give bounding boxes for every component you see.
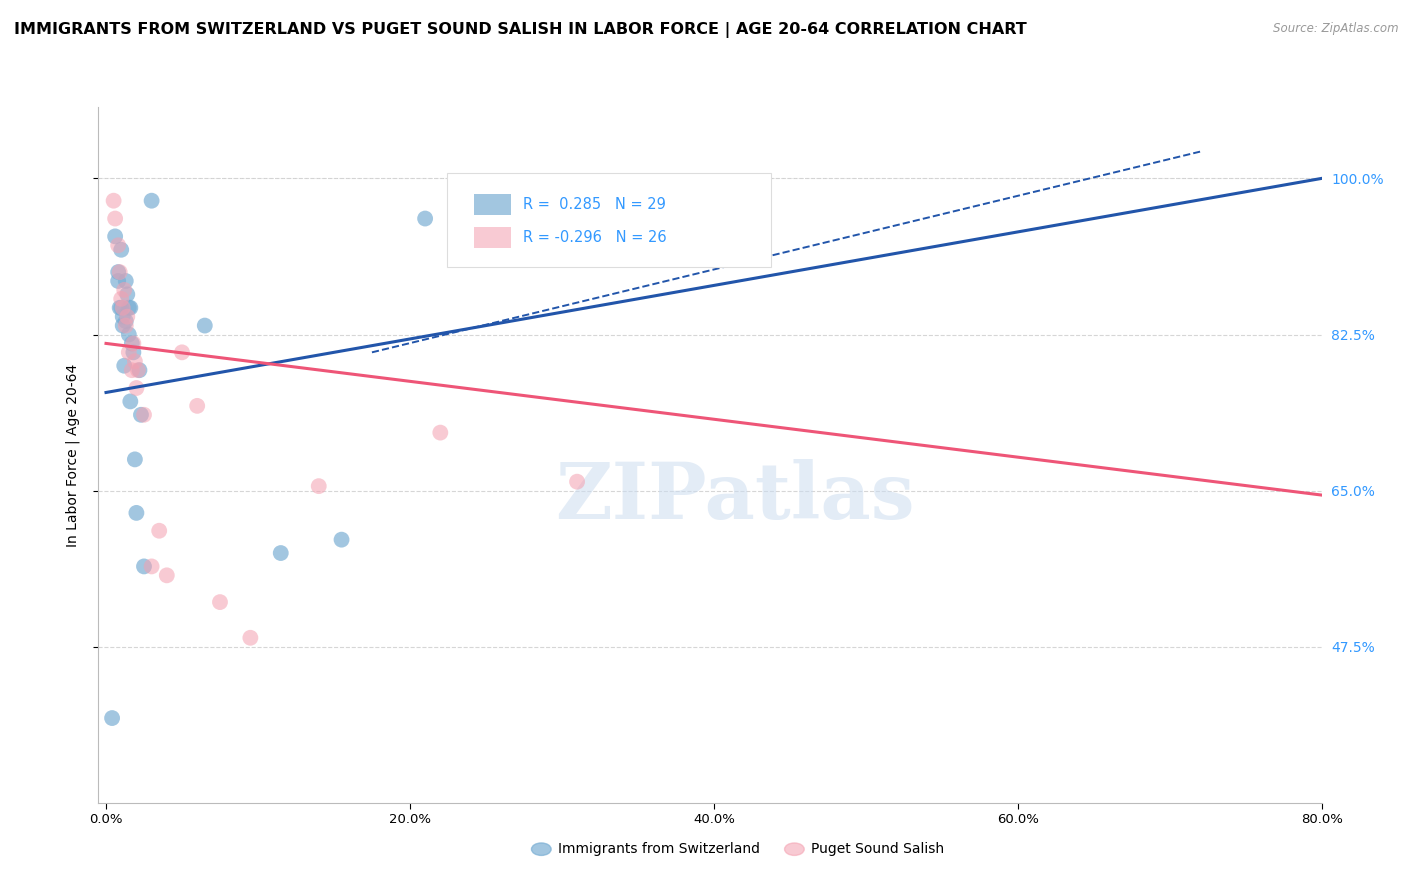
- Point: [141, 559, 163, 574]
- Point: [148, 524, 170, 538]
- Point: [111, 301, 134, 315]
- Point: [156, 568, 179, 582]
- Point: [121, 363, 143, 377]
- FancyBboxPatch shape: [447, 173, 772, 267]
- Point: [194, 318, 217, 333]
- Point: [124, 354, 146, 368]
- Point: [129, 408, 152, 422]
- Point: [141, 194, 163, 208]
- Point: [127, 363, 149, 377]
- Point: [114, 318, 136, 333]
- Point: [111, 310, 134, 324]
- Point: [132, 559, 155, 574]
- Point: [107, 274, 129, 288]
- Point: [108, 301, 131, 315]
- Point: [118, 327, 141, 342]
- Point: [132, 408, 155, 422]
- Point: [118, 345, 141, 359]
- Text: Immigrants from Switzerland: Immigrants from Switzerland: [558, 842, 761, 856]
- Point: [110, 292, 132, 306]
- Point: [101, 711, 124, 725]
- Text: Source: ZipAtlas.com: Source: ZipAtlas.com: [1274, 22, 1399, 36]
- Point: [128, 363, 150, 377]
- Point: [108, 265, 131, 279]
- Point: [170, 345, 193, 359]
- Point: [330, 533, 353, 547]
- Text: Puget Sound Salish: Puget Sound Salish: [811, 842, 945, 856]
- Point: [118, 301, 141, 315]
- Point: [120, 301, 142, 315]
- Point: [125, 506, 148, 520]
- Point: [124, 452, 146, 467]
- Point: [104, 211, 127, 226]
- Text: IMMIGRANTS FROM SWITZERLAND VS PUGET SOUND SALISH IN LABOR FORCE | AGE 20-64 COR: IMMIGRANTS FROM SWITZERLAND VS PUGET SOU…: [14, 22, 1026, 38]
- Text: ZIPatlas: ZIPatlas: [555, 458, 914, 534]
- Point: [112, 359, 135, 373]
- FancyBboxPatch shape: [474, 227, 510, 248]
- Point: [565, 475, 588, 489]
- Point: [107, 238, 129, 252]
- Point: [308, 479, 330, 493]
- FancyBboxPatch shape: [474, 194, 510, 215]
- Point: [112, 283, 135, 297]
- Text: R =  0.285   N = 29: R = 0.285 N = 29: [523, 197, 666, 212]
- Point: [114, 314, 136, 328]
- Point: [413, 211, 436, 226]
- Point: [208, 595, 231, 609]
- Point: [239, 631, 262, 645]
- Point: [429, 425, 451, 440]
- Point: [120, 394, 142, 409]
- Point: [117, 287, 139, 301]
- Point: [104, 229, 127, 244]
- Point: [110, 301, 132, 315]
- Point: [121, 336, 143, 351]
- Point: [122, 345, 145, 359]
- Point: [114, 274, 136, 288]
- Point: [111, 318, 134, 333]
- Point: [103, 194, 125, 208]
- Point: [270, 546, 292, 560]
- Text: R = -0.296   N = 26: R = -0.296 N = 26: [523, 229, 666, 244]
- Point: [107, 265, 129, 279]
- Point: [122, 336, 145, 351]
- Point: [117, 310, 139, 324]
- Point: [110, 243, 132, 257]
- Point: [125, 381, 148, 395]
- Y-axis label: In Labor Force | Age 20-64: In Labor Force | Age 20-64: [66, 363, 80, 547]
- Point: [186, 399, 208, 413]
